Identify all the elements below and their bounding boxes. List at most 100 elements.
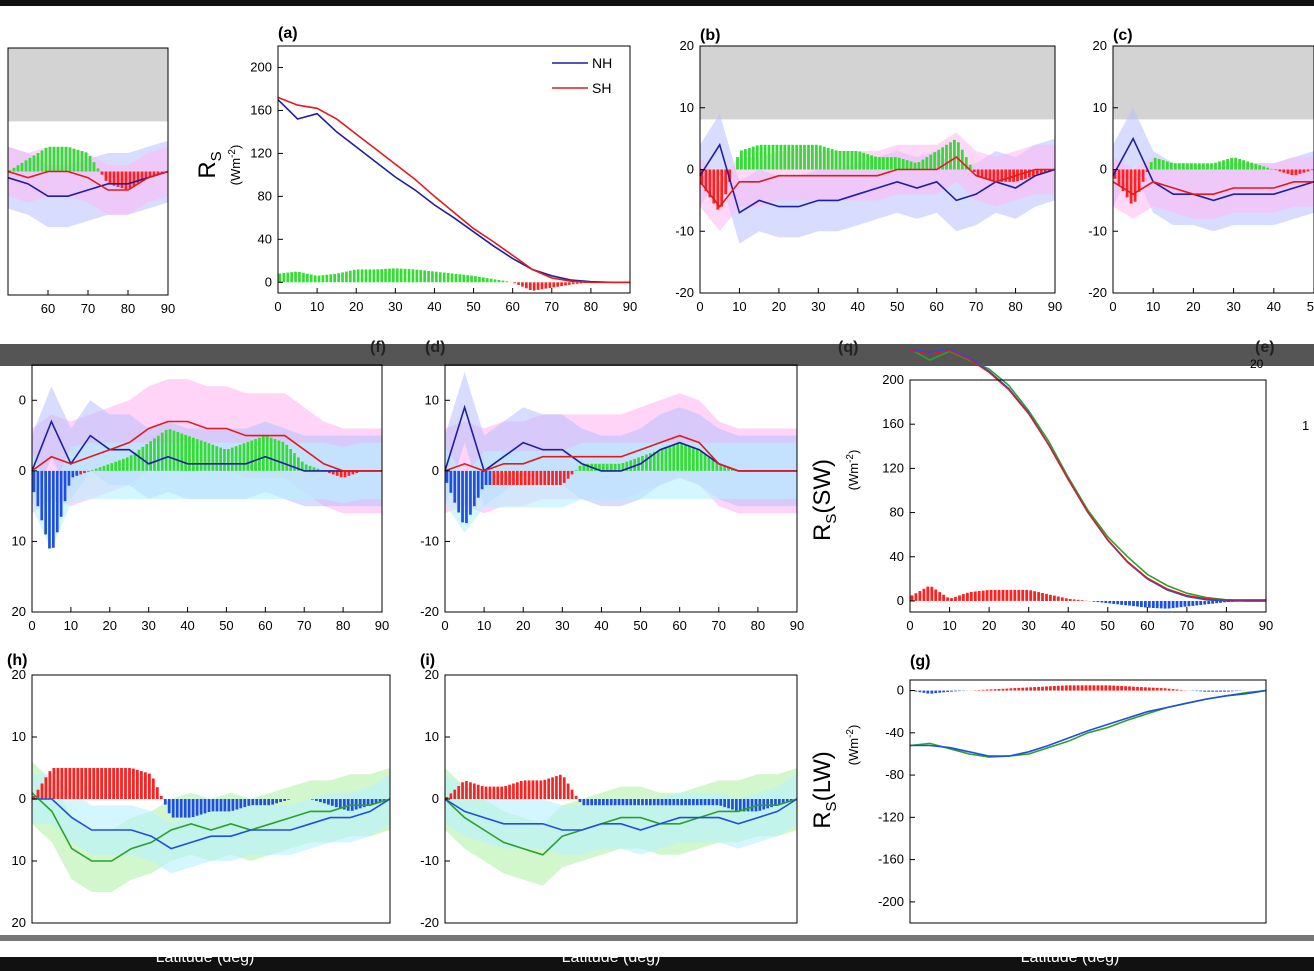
panel-h-bar xyxy=(112,768,115,799)
panel-sw-xtick-label: 10 xyxy=(942,618,956,633)
panel-g-bar xyxy=(1207,690,1211,692)
panel-b-bar xyxy=(949,142,952,170)
panel-g-bar xyxy=(1163,688,1167,691)
panel-h-bar xyxy=(163,799,167,805)
panel-mid_left-bar xyxy=(246,441,250,471)
panel-a-bar xyxy=(575,282,579,284)
panel-mid_center-bar xyxy=(625,461,629,471)
panel-sw-bar xyxy=(973,591,977,601)
panel-b-bar xyxy=(996,169,1000,182)
panel-mid_center-bar xyxy=(629,460,633,471)
panel-b-bar xyxy=(976,169,980,177)
panel-b-bar xyxy=(807,144,810,170)
panel-b-bar xyxy=(716,169,720,210)
panel-i-bar xyxy=(578,799,582,803)
panel-mid_center-bar xyxy=(633,458,636,471)
panel-g-bar xyxy=(981,689,985,691)
panel-c-nh-line xyxy=(1112,136,1314,202)
panel-i-bar xyxy=(770,799,773,808)
panel-mid_left-bar xyxy=(180,433,184,471)
title-bar-top xyxy=(0,0,1314,6)
panel-mid_center-bar xyxy=(613,463,617,471)
panel-mid_left-bar xyxy=(157,435,160,471)
panel-mid_center-bar xyxy=(508,470,511,485)
panel-g-bar xyxy=(1128,686,1131,691)
panel-mid_center-bar xyxy=(476,470,480,498)
panel-h-bar xyxy=(358,799,362,809)
panel-a-bar xyxy=(286,272,290,283)
panel-left_top-bar xyxy=(12,167,16,172)
panel-left_top-bar xyxy=(132,171,136,187)
panel-h-bar xyxy=(60,768,64,799)
panel-h-bar xyxy=(155,787,159,799)
panel-c-bar xyxy=(1181,163,1185,170)
panel-mid_center-bar xyxy=(602,463,605,471)
panel-i-bar xyxy=(602,799,605,806)
panel-mid_left-bar xyxy=(83,470,86,473)
panel-mid_center-bar xyxy=(461,470,464,523)
panel-i-bar xyxy=(512,783,515,799)
panel-h-bar xyxy=(36,789,40,799)
panel-sw-bar xyxy=(1072,599,1076,601)
panel-g-bar xyxy=(977,690,981,691)
panel-a-bar xyxy=(478,276,481,283)
panel-g-bar xyxy=(1231,690,1234,692)
panel-c-bar xyxy=(1226,159,1229,170)
panel-mid_left-bar xyxy=(122,458,125,471)
panel-b-bar xyxy=(980,169,984,178)
panel-sw-xtick-label: 70 xyxy=(1180,618,1194,633)
panel-a-yunit-sup: -2 xyxy=(227,149,238,158)
panel-left_top-bar xyxy=(48,146,52,172)
panel-a-xtick-label: 0 xyxy=(274,299,281,314)
panel-i-green-line xyxy=(444,798,798,856)
panel-g-ylabel-rest: (LW) xyxy=(809,751,836,801)
panel-c-bar xyxy=(1173,163,1177,170)
panel-g-ytick-label: -40 xyxy=(885,725,904,740)
panel-mid_center-bar xyxy=(492,470,496,485)
panel-sw-red-line xyxy=(909,349,1266,601)
panel-h-bar xyxy=(64,768,68,799)
panel-a-sh-line xyxy=(277,96,630,284)
panel-i-bar xyxy=(445,797,449,799)
panel-h-bar xyxy=(203,799,207,814)
panel-i-bar xyxy=(547,778,550,799)
panel-sw-bar xyxy=(1219,601,1222,603)
panel-mid_left-bar xyxy=(316,468,320,471)
panel-c-bar xyxy=(1294,169,1298,176)
panel-a-xtick-label: 10 xyxy=(310,299,324,314)
panel-b-bar xyxy=(704,169,708,192)
panel-sw-bar xyxy=(1045,593,1048,601)
panel-a-bar xyxy=(302,272,305,283)
panel-mid_center-bars xyxy=(445,443,738,524)
panel-sw-bar xyxy=(1124,601,1127,606)
panel-i-bar xyxy=(781,799,785,804)
panel-mid_left-bar xyxy=(293,453,296,471)
panel-mid_left-bar xyxy=(145,444,149,471)
panel-g-bar xyxy=(922,690,926,693)
panel-a-ytick-label: 80 xyxy=(258,188,272,203)
panel-sw-bar xyxy=(1199,601,1203,605)
panel-g-bar xyxy=(1053,686,1056,691)
panel-mid_center-bar xyxy=(649,453,652,471)
panel-h-bar xyxy=(311,799,314,800)
panel-b-ytick-label: 20 xyxy=(680,38,694,53)
panel-g-bar xyxy=(1234,690,1238,692)
panel-c-xtick-label: 50 xyxy=(1307,299,1314,314)
panel-b-bar xyxy=(1035,169,1039,176)
panel-a-bar xyxy=(435,271,438,283)
panel-a-bar xyxy=(411,269,415,283)
panel-mid_left-bar xyxy=(250,440,254,471)
panel-sw-bar xyxy=(985,590,989,601)
panel-mid_center-bar xyxy=(668,446,672,471)
panel-h-bar xyxy=(120,768,123,799)
panel-i-bar xyxy=(457,786,460,799)
panel-i-bar xyxy=(488,786,492,799)
panel-mid_left-bar xyxy=(335,470,339,476)
panel-c-bar xyxy=(1242,160,1245,170)
panel-left_top-bar xyxy=(104,171,108,181)
panel-mid_left-bar xyxy=(114,461,117,471)
panel-i-bar xyxy=(735,799,738,811)
panel-h-bar xyxy=(219,799,223,812)
panel-mid_center-xtick-label: 70 xyxy=(712,618,726,633)
panel-mid_left-bar xyxy=(149,441,152,471)
